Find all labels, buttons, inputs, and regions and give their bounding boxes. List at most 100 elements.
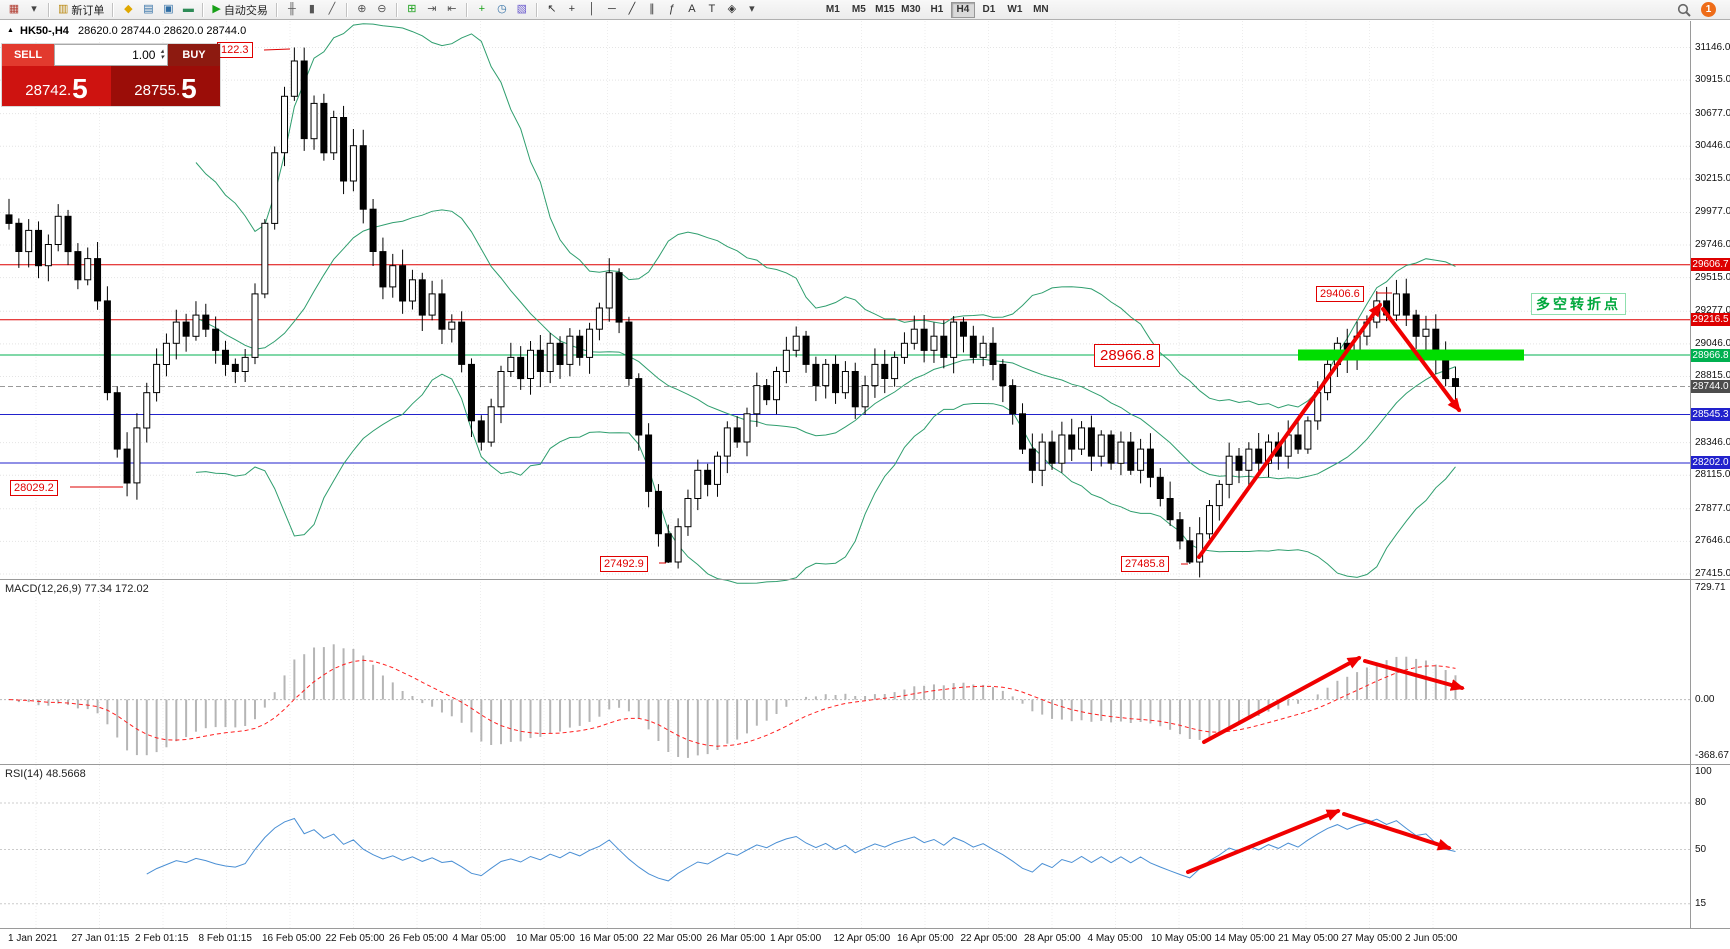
toolbar: ▦ ▾ ▥ 新订单 ◆ ▤ ▣ ▬ ▶ 自动交易 ╫ ▮ ╱ ⊕ ⊖ ⊞ ⇥ ⇤ + ◷ ▧ ↖ + │ ─ ╱ ∥ ƒ A T ◈ ▾ M1 M…	[0, 0, 1730, 20]
indicators-icon[interactable]: +	[473, 1, 491, 19]
notification-badge[interactable]: 1	[1701, 2, 1716, 17]
timeframe-m30[interactable]: M30	[901, 4, 921, 15]
toolbar-separator	[345, 2, 348, 17]
trend-arrow[interactable]	[1186, 809, 1341, 874]
sell-button[interactable]: SELL	[2, 44, 54, 66]
sell-price[interactable]: 28742. 5	[2, 66, 111, 106]
shapes-icon[interactable]: ◈	[723, 1, 741, 19]
trend-arrow[interactable]	[1197, 302, 1382, 559]
trendline-icon: ╱	[628, 3, 636, 15]
zoom-out-icon: ⊖	[377, 3, 387, 15]
bar-chart-icon[interactable]: ╫	[283, 1, 301, 19]
timeframe-h1[interactable]: H1	[930, 4, 944, 15]
periods-icon: ◷	[497, 3, 507, 15]
chart-shift-icon: ⇤	[447, 3, 457, 15]
volume-input[interactable]: 1.00 ▴ ▾	[54, 44, 168, 66]
macd-label: MACD(12,26,9) 77.34 172.02	[5, 583, 149, 595]
time-axis-label: 4 May 05:00	[1087, 933, 1143, 944]
shapes-dropdown-icon: ▾	[749, 3, 755, 15]
timeframe-m1[interactable]: M1	[825, 4, 840, 15]
timeframe-d1[interactable]: D1	[982, 4, 996, 15]
fibonacci-icon[interactable]: ƒ	[663, 1, 681, 19]
time-axis-label: 4 Mar 05:00	[452, 933, 506, 944]
timeframe-m15[interactable]: M15	[875, 4, 895, 15]
text-label-icon[interactable]: T	[703, 1, 721, 19]
search-icon[interactable]	[1674, 1, 1694, 19]
volume-value: 1.00	[132, 48, 156, 62]
text-icon[interactable]: A	[683, 1, 701, 19]
rsi-label: RSI(14) 48.5668	[5, 768, 86, 780]
chart-window-dropdown-icon[interactable]: ▾	[25, 1, 43, 19]
new-order-icon-label: 新订单	[71, 4, 105, 17]
shapes-dropdown-icon[interactable]: ▾	[743, 1, 761, 19]
zoom-in-icon[interactable]: ⊕	[353, 1, 371, 19]
time-axis-label: 16 Feb 05:00	[262, 933, 321, 944]
symbol-name: HK50-,H4	[20, 25, 69, 37]
trend-arrow[interactable]	[1381, 307, 1461, 413]
time-axis-label: 2 Jun 05:00	[1405, 933, 1458, 944]
time-axis-label: 1 Apr 05:00	[770, 933, 822, 944]
indicators-icon: +	[478, 3, 486, 15]
symbol-ohlc: 28620.0 28744.0 28620.0 28744.0	[77, 25, 247, 37]
time-axis-label: 26 Mar 05:00	[706, 933, 766, 944]
chart-symbol-info: ▲ HK50-,H4 28620.0 28744.0 28620.0 28744…	[7, 25, 246, 37]
chart-shift-icon[interactable]: ⇤	[443, 1, 461, 19]
crosshair-icon[interactable]: +	[563, 1, 581, 19]
volume-down-icon[interactable]: ▾	[160, 54, 164, 61]
toolbar-separator	[48, 2, 50, 17]
chart-window-icon[interactable]: ▦	[5, 1, 23, 19]
bar-chart-icon: ╫	[287, 3, 296, 15]
auto-scroll-icon[interactable]: ⇥	[423, 1, 441, 19]
trend-arrow[interactable]	[1202, 656, 1362, 744]
trend-arrow[interactable]	[1363, 659, 1465, 691]
time-axis-label: 22 Mar 05:00	[643, 933, 702, 944]
time-axis-label: 22 Apr 05:00	[960, 933, 1018, 944]
channel-icon[interactable]: ∥	[643, 1, 661, 19]
trendline-icon[interactable]: ╱	[623, 1, 641, 19]
trend-arrow[interactable]	[1342, 812, 1452, 851]
templates-icon[interactable]: ▧	[513, 1, 531, 19]
horizontal-line-icon[interactable]: ─	[603, 1, 621, 19]
buy-price[interactable]: 28755. 5	[111, 66, 220, 106]
channel-icon: ∥	[649, 3, 655, 15]
market-watch-icon[interactable]: ▤	[139, 1, 157, 19]
cursor-icon[interactable]: ↖	[543, 1, 561, 19]
terminal-icon[interactable]: ▬	[179, 1, 197, 19]
cursor-icon: ↖	[547, 3, 557, 15]
timeframe-mn[interactable]: MN	[1033, 4, 1049, 15]
time-axis-label: 28 Apr 05:00	[1024, 933, 1081, 944]
zoom-out-icon[interactable]: ⊖	[373, 1, 391, 19]
grid-layer	[0, 21, 1690, 928]
navigator-icon[interactable]: ▣	[159, 1, 177, 19]
text-label-icon: T	[708, 3, 716, 15]
symbols-icon[interactable]: ◆	[119, 1, 137, 19]
time-axis-label: 1 Jan 2021	[8, 933, 58, 944]
price-big-digit: 5	[72, 73, 88, 104]
time-axis-label: 22 Feb 05:00	[325, 933, 385, 944]
macd-layer	[0, 644, 1690, 758]
tile-windows-icon[interactable]: ⊞	[403, 1, 421, 19]
toolbar-separator	[112, 2, 115, 17]
line-chart-icon[interactable]: ╱	[323, 1, 341, 19]
highlight-bar[interactable]	[1298, 349, 1524, 361]
candlestick-chart-icon[interactable]: ▮	[303, 1, 321, 19]
vertical-line-icon[interactable]: │	[583, 1, 601, 19]
periods-icon[interactable]: ◷	[493, 1, 511, 19]
auto-scroll-icon: ⇥	[427, 3, 437, 15]
price-main-digits: 28755.	[134, 82, 181, 99]
volume-stepper[interactable]: ▴ ▾	[160, 48, 164, 61]
text-icon: A	[688, 3, 696, 15]
toolbar-separator	[465, 2, 468, 17]
timeframe-h4[interactable]: H4	[950, 1, 975, 18]
new-order-icon[interactable]: ▥ 新订单	[55, 1, 107, 19]
buy-button[interactable]: BUY	[168, 44, 220, 66]
volume-up-icon[interactable]: ▴	[160, 48, 164, 55]
timeframe-w1[interactable]: W1	[1007, 4, 1023, 15]
timeframe-m5[interactable]: M5	[851, 4, 866, 15]
autotrading-icon[interactable]: ▶ 自动交易	[209, 1, 270, 19]
time-axis-label: 14 May 05:00	[1214, 933, 1276, 944]
toolbar-separator	[535, 2, 538, 17]
rsi-layer	[0, 802, 1690, 905]
time-axis-label: 16 Mar 05:00	[579, 933, 639, 944]
